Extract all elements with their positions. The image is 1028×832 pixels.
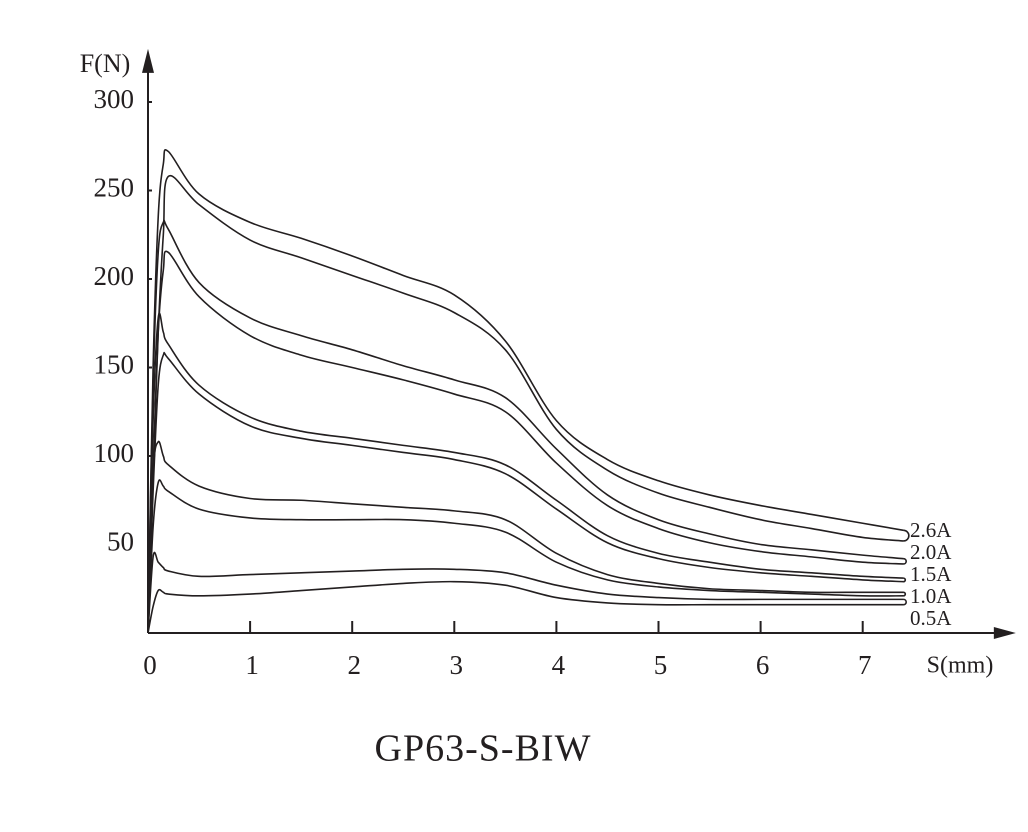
curve xyxy=(147,312,904,634)
x-tick-label: 7 xyxy=(858,650,872,680)
x-tick-label: 4 xyxy=(552,650,566,680)
x-tick-label: 6 xyxy=(756,650,770,680)
chart-title: GP63-S-BIW xyxy=(375,728,592,770)
series-label: 2.0A xyxy=(910,540,952,564)
x-tick-label: 5 xyxy=(654,650,668,680)
curve-end xyxy=(903,529,910,542)
curve-end xyxy=(903,598,907,606)
y-tick-label: 100 xyxy=(94,438,135,468)
y-tick-label: 200 xyxy=(94,261,135,291)
curve-end xyxy=(903,591,907,597)
x-tick-label: 2 xyxy=(347,650,361,680)
return-curve xyxy=(147,580,904,634)
curve xyxy=(147,149,904,634)
series-label: 2.6A xyxy=(910,518,952,542)
series-label: 1.0A xyxy=(910,584,952,608)
return-curve xyxy=(147,351,904,634)
curve xyxy=(147,219,904,634)
y-tick-label: 300 xyxy=(94,84,135,114)
curve-end xyxy=(903,557,907,565)
y-axis-arrow xyxy=(142,48,154,73)
x-tick-label: 0 xyxy=(143,650,157,680)
return-curve xyxy=(147,174,904,634)
series-label: 1.5A xyxy=(910,562,952,586)
x-tick-label: 1 xyxy=(245,650,259,680)
curve xyxy=(147,551,904,634)
y-axis-label: F(N) xyxy=(80,49,131,78)
x-tick-label: 3 xyxy=(450,650,464,680)
series-label: 0.5A xyxy=(910,606,952,630)
return-curve xyxy=(147,250,904,634)
y-tick-label: 150 xyxy=(94,350,135,380)
curve xyxy=(147,440,904,634)
return-curve xyxy=(147,479,904,634)
x-axis-arrow xyxy=(993,627,1016,639)
curve-end xyxy=(903,577,907,583)
x-axis-label: S(mm) xyxy=(927,653,994,679)
y-tick-label: 50 xyxy=(107,527,134,557)
y-tick-label: 250 xyxy=(94,173,135,203)
